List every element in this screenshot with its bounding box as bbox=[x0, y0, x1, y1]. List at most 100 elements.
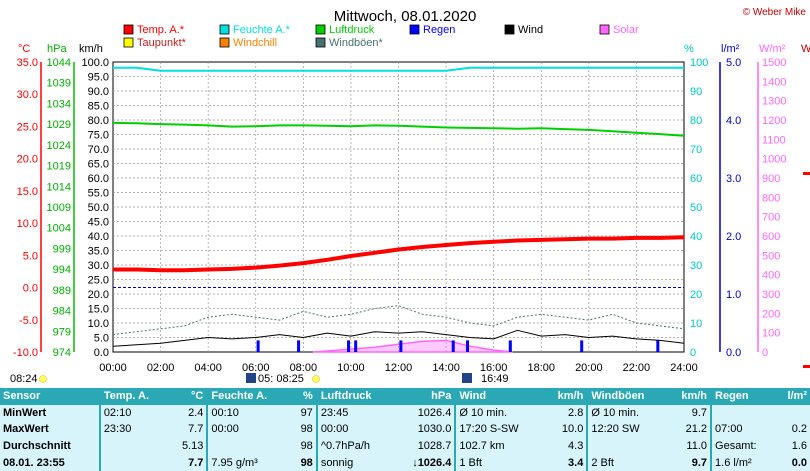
temp-tick-label: 0.0 bbox=[23, 283, 38, 295]
unit-temp: °C bbox=[18, 43, 30, 55]
x-tick-label: 20:00 bbox=[575, 362, 603, 374]
row-label: MinWert bbox=[0, 404, 100, 422]
series-layer bbox=[112, 66, 685, 353]
rain-tick-label: 4.0 bbox=[726, 115, 741, 127]
grid bbox=[112, 61, 685, 353]
cell bbox=[206, 437, 292, 455]
legend-label: Windböen* bbox=[329, 37, 384, 49]
edge-marker-top bbox=[803, 172, 810, 175]
solar-tick-label: 200 bbox=[762, 308, 780, 320]
cell: 98 bbox=[291, 421, 317, 438]
unit-wind: km/h bbox=[79, 43, 103, 55]
solar-tick-label: 1000 bbox=[762, 154, 786, 166]
humidity-tick-label: 0 bbox=[690, 347, 696, 359]
wind-tick-label: 0.0 bbox=[94, 347, 109, 359]
solar-tick-label: 1400 bbox=[762, 76, 786, 88]
cell: 02:10 bbox=[98, 404, 170, 422]
wind-tick-label: 40.0 bbox=[88, 231, 109, 243]
x-tick-label: 02:00 bbox=[147, 362, 175, 374]
noon-marker-icon bbox=[246, 373, 256, 383]
noon-time: 05: 08:25 bbox=[258, 373, 304, 385]
stats-row-min: MinWert 02:10 2.4 00:10 97 23:45 1026.4 … bbox=[0, 404, 810, 422]
series-wind bbox=[112, 329, 685, 347]
wind-tick-label: 30.0 bbox=[88, 260, 109, 272]
edge-marker-bottom bbox=[803, 365, 810, 368]
cell bbox=[586, 437, 668, 455]
x-tick-label: 12:00 bbox=[385, 362, 413, 374]
row-label: Durchschnitt bbox=[0, 437, 100, 455]
solar-tick-label: 600 bbox=[762, 231, 780, 243]
legend-label: Luftdruck bbox=[329, 24, 375, 36]
cell: 2.8 bbox=[543, 404, 588, 422]
temp-tick-label: 30.0 bbox=[17, 89, 38, 101]
pressure-tick-label: 1014 bbox=[47, 181, 71, 193]
wind-tick-label: 5.0 bbox=[94, 333, 109, 345]
cell: 97 bbox=[291, 404, 317, 422]
header-rain-unit: l/m² bbox=[775, 388, 810, 405]
cell: 102.7 km bbox=[454, 437, 544, 455]
header-gust-unit: km/h bbox=[667, 388, 712, 405]
wind-tick-label: 15.0 bbox=[88, 304, 109, 316]
legend: Temp. A.* Feuchte A.* Luftdruck Regen Wind So… bbox=[123, 24, 639, 49]
header-sensor: Sensor bbox=[0, 388, 100, 405]
wind-tick-label: 80.0 bbox=[88, 115, 109, 127]
solar-tick-label: 0 bbox=[762, 347, 768, 359]
stats-row-current: 08.01. 23:55 7.7 7.95 g/m³ 98 sonnig ↓10… bbox=[0, 454, 810, 471]
weather-chart: Mittwoch, 08.01.2020 © Weber Mike Temp. … bbox=[10, 7, 810, 385]
wind-tick-label: 25.0 bbox=[88, 275, 109, 287]
x-tick-label: 08:00 bbox=[290, 362, 318, 374]
header-wind: Wind bbox=[454, 388, 544, 405]
cell: sonnig bbox=[315, 454, 394, 471]
temp-tick-label: 10.0 bbox=[17, 218, 38, 230]
rain-bar bbox=[580, 340, 584, 352]
header-pressure: Luftdruck bbox=[315, 388, 394, 405]
cell: 12:20 SW bbox=[586, 421, 668, 438]
wind-tick-label: 35.0 bbox=[88, 246, 109, 258]
series-luftdruck bbox=[112, 121, 685, 137]
cell: 1.6 bbox=[775, 437, 810, 455]
unit-solar: W/m² bbox=[759, 43, 786, 55]
solar-tick-label: 1100 bbox=[762, 134, 786, 146]
humidity-tick-label: 40 bbox=[690, 231, 702, 243]
stats-row-average: Durchschnitt 5.13 98 ^0.7hPa/h 1028.7 10… bbox=[0, 437, 810, 455]
header-gust: Windböen bbox=[586, 388, 668, 405]
legend-label: Temp. A.* bbox=[137, 24, 185, 36]
cell: ↓1026.4 bbox=[393, 454, 456, 471]
unit-pressure: hPa bbox=[47, 43, 67, 55]
series-feuchtea bbox=[113, 66, 684, 72]
pressure-tick-label: 1024 bbox=[47, 140, 71, 152]
x-tick-label: 14:00 bbox=[432, 362, 460, 374]
sunrise-time: 08:24 bbox=[10, 373, 38, 385]
cell: 00:10 bbox=[206, 404, 292, 422]
cell: Ø 10 min. bbox=[586, 404, 668, 422]
solar-tick-label: 1300 bbox=[762, 96, 786, 108]
solar-tick-label: 900 bbox=[762, 173, 780, 185]
rain-tick-label: 3.0 bbox=[726, 173, 741, 185]
cell: 1 Bft bbox=[454, 454, 544, 471]
x-tick-label: 06:00 bbox=[242, 362, 270, 374]
copyright: © Weber Mike bbox=[743, 7, 807, 18]
cell bbox=[98, 454, 170, 471]
pressure-tick-label: 1009 bbox=[47, 202, 71, 214]
rain-bar bbox=[465, 340, 469, 352]
pressure-tick-label: 1034 bbox=[47, 98, 71, 110]
humidity-tick-label: 30 bbox=[690, 260, 702, 272]
temp-tick-label: 15.0 bbox=[17, 186, 38, 198]
series-windben bbox=[112, 305, 685, 336]
cell: 10.0 bbox=[543, 421, 588, 438]
wind-tick-label: 60.0 bbox=[88, 173, 109, 185]
rain-bar bbox=[256, 340, 260, 352]
rain-bar bbox=[347, 340, 351, 352]
sunset-time: 16:49 bbox=[481, 373, 509, 385]
legend-swatch bbox=[123, 24, 134, 35]
header-rain: Regen bbox=[710, 388, 776, 405]
wind-tick-label: 65.0 bbox=[88, 159, 109, 171]
temp-tick-label: 25.0 bbox=[17, 121, 38, 133]
legend-swatch bbox=[409, 24, 420, 35]
cell: 17:20 S-SW bbox=[454, 421, 544, 438]
humidity-tick-label: 100 bbox=[690, 57, 708, 69]
cell: 7.7 bbox=[169, 421, 208, 438]
rain-bar bbox=[508, 340, 512, 352]
rain-tick-label: 5.0 bbox=[726, 57, 741, 69]
axes: 35.0 30.0 25.0 20.0 15.0 10.0 5.0 0.0 -5.0 -10.0 1… bbox=[13, 57, 787, 374]
